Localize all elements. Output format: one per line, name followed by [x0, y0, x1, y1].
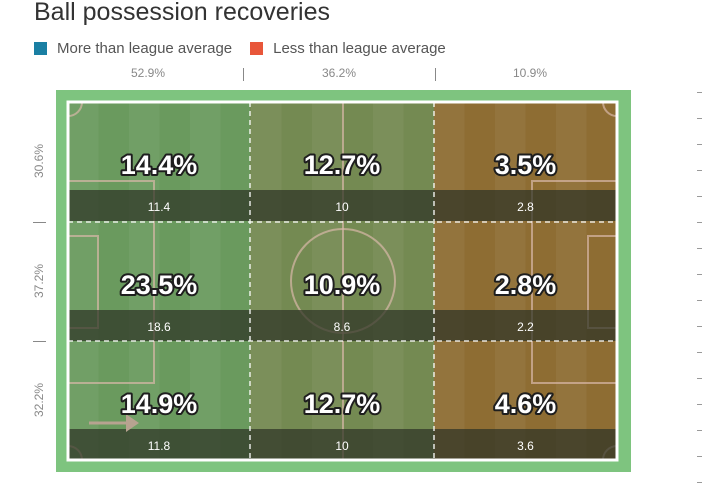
- cell-count-label: 18.6: [147, 320, 171, 334]
- count-band: [68, 190, 617, 221]
- row-separator: [33, 341, 46, 342]
- count-band: [68, 429, 617, 460]
- legend-label-above: More than league average: [57, 39, 233, 57]
- corner-arc: [602, 101, 618, 117]
- corner-arc: [67, 101, 83, 117]
- axis-tick: [697, 482, 702, 483]
- cell-percentage-label: 2.8%: [495, 270, 557, 300]
- axis-tick: [697, 118, 702, 119]
- axis-tick: [697, 144, 702, 145]
- legend-swatch-below: [250, 41, 264, 55]
- axis-tick: [697, 378, 702, 379]
- cell-count-label: 11.8: [148, 439, 171, 453]
- grass-stripe: [434, 102, 465, 460]
- column-separator: [435, 68, 436, 81]
- cell-percentage-label: 14.4%: [121, 150, 198, 180]
- cell-count-label: 11.4: [148, 200, 171, 214]
- axis-tick: [697, 248, 702, 249]
- cell-percentage-label: 10.9%: [304, 270, 381, 300]
- cell-percentage-label: 4.6%: [495, 389, 557, 419]
- grass-stripe: [373, 102, 404, 460]
- pitch-border: [66, 100, 619, 462]
- axis-tick: [697, 430, 702, 431]
- direction-arrow-icon: [126, 414, 139, 432]
- cell-count-label: 2.2: [517, 320, 534, 334]
- column-share-label: 10.9%: [512, 66, 548, 80]
- column-share-label: 36.2%: [321, 66, 357, 80]
- grass-stripe: [190, 102, 221, 460]
- axis-tick: [697, 352, 702, 353]
- column-share-label: 52.9%: [130, 66, 166, 80]
- cell-percentage-label: 12.7%: [304, 150, 381, 180]
- row-separator: [33, 222, 46, 223]
- cell-count-label: 2.8: [517, 200, 534, 214]
- axis-tick: [697, 456, 702, 457]
- legend-label-below: Less than league average: [273, 39, 446, 57]
- cell-count-label: 10: [335, 200, 349, 214]
- axis-tick: [697, 404, 702, 405]
- cell-count-label: 3.6: [517, 439, 534, 453]
- legend-swatch-above: [34, 41, 47, 55]
- legend: More than league average Less than leagu…: [34, 38, 464, 58]
- axis-tick: [697, 300, 702, 301]
- grass-stripe: [556, 102, 587, 460]
- cell-count-label: 10: [335, 439, 349, 453]
- grass-stripe: [68, 102, 99, 460]
- cell-percentage-label: 14.9%: [121, 389, 198, 419]
- grass-stripe: [251, 102, 282, 460]
- axis-tick: [697, 196, 702, 197]
- axis-tick: [697, 92, 702, 93]
- axis-tick: [697, 170, 702, 171]
- axis-tick: [697, 326, 702, 327]
- count-band: [68, 310, 617, 341]
- cell-percentage-label: 23.5%: [121, 270, 198, 300]
- chart-title: Ball possession recoveries: [34, 0, 330, 26]
- cell-count-label: 8.6: [334, 320, 351, 334]
- column-separator: [243, 68, 244, 81]
- axis-tick: [697, 274, 702, 275]
- grass-stripe: [312, 102, 343, 460]
- axis-tick: [697, 222, 702, 223]
- cell-percentage-label: 12.7%: [304, 389, 381, 419]
- cell-percentage-label: 3.5%: [495, 150, 557, 180]
- grass-stripe: [495, 102, 526, 460]
